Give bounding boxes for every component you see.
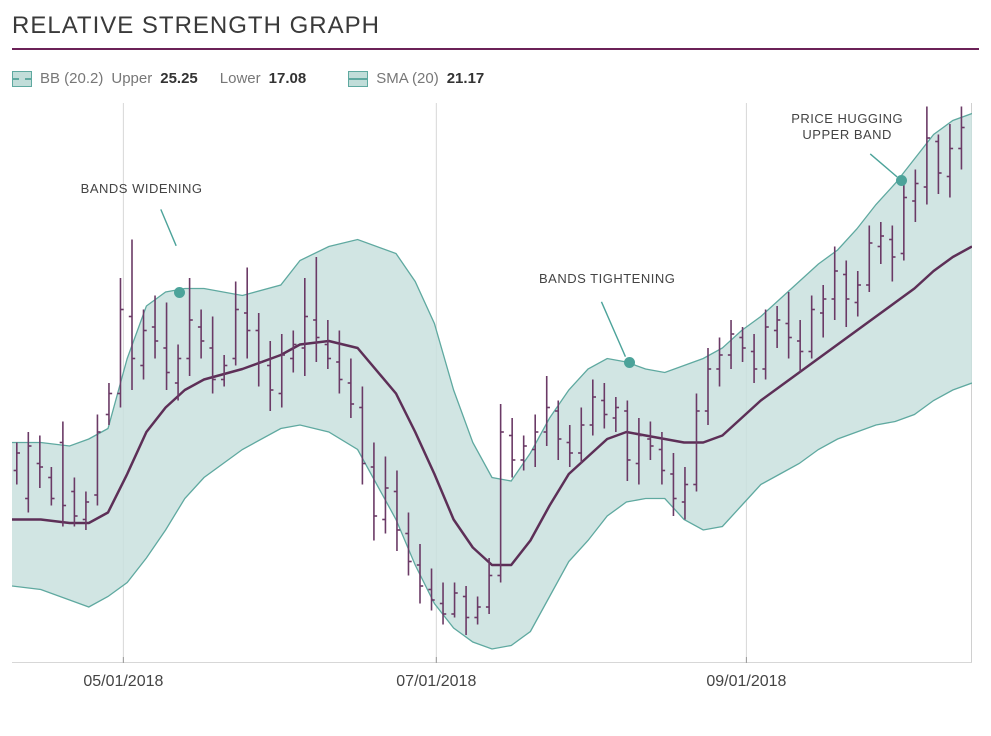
bb-lower-label: Lower [220, 70, 261, 87]
bb-upper-value: 25.25 [160, 70, 198, 87]
bb-upper-label: Upper [111, 70, 152, 87]
legend-row: BB (20.2) Upper 25.25 Lower 17.08 SMA (2… [12, 70, 979, 87]
bb-lower-value: 17.08 [269, 70, 307, 87]
chart-annotation: PRICE HUGGING UPPER BAND [791, 111, 903, 144]
chart-annotation: BANDS TIGHTENING [539, 271, 675, 287]
chart-area: BANDS WIDENING BANDS TIGHTENING PRICE HUGG… [12, 103, 972, 663]
sma-swatch-icon [348, 71, 368, 87]
callout-dot-icon [174, 287, 185, 298]
legend-bb: BB (20.2) Upper 25.25 Lower 17.08 [12, 70, 306, 87]
chart-title: RELATIVE STRENGTH GRAPH [12, 12, 979, 50]
x-axis-tick-label: 09/01/2018 [706, 673, 786, 691]
legend-sma: SMA (20) 21.17 [348, 70, 484, 87]
callout-dot-icon [624, 357, 635, 368]
chart-annotation: BANDS WIDENING [81, 181, 203, 197]
x-axis-labels: 05/01/2018 07/01/2018 09/01/2018 [12, 673, 972, 697]
x-axis-tick-label: 07/01/2018 [396, 673, 476, 691]
bb-name: BB (20.2) [40, 70, 103, 87]
sma-name: SMA (20) [376, 70, 439, 87]
sma-value: 21.17 [447, 70, 485, 87]
x-axis-tick-label: 05/01/2018 [83, 673, 163, 691]
bb-swatch-icon [12, 71, 32, 87]
callout-dot-icon [896, 175, 907, 186]
